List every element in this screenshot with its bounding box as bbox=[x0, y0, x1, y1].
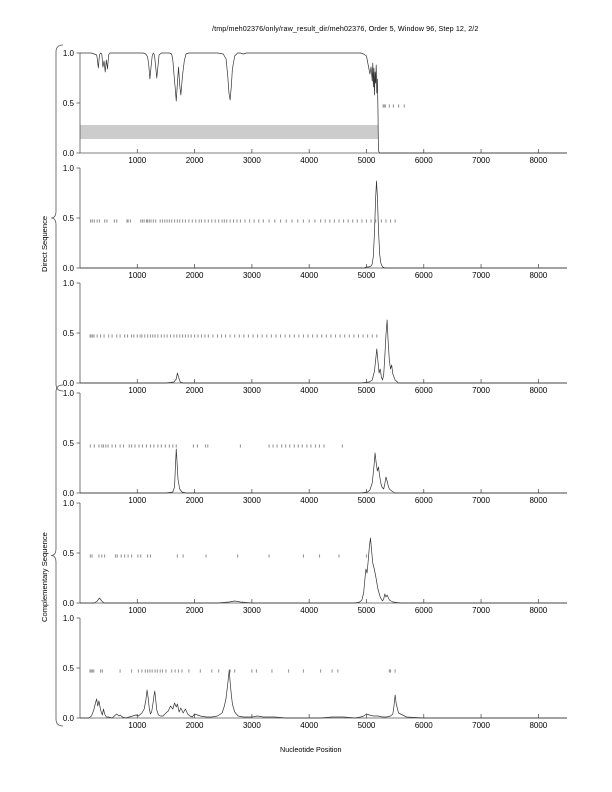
group-brace bbox=[51, 44, 64, 392]
x-tick-label: 1000 bbox=[128, 156, 146, 165]
x-tick-label: 4000 bbox=[300, 156, 318, 165]
x-tick-label: 1000 bbox=[128, 606, 146, 615]
y-axis-label-direct-sequence: Direct Sequence bbox=[40, 215, 49, 272]
x-tick-label: 2000 bbox=[186, 496, 204, 505]
y-tick-label: 0.0 bbox=[63, 714, 75, 723]
y-tick-label: 0.0 bbox=[63, 599, 75, 608]
x-tick-label: 7000 bbox=[472, 721, 490, 730]
x-axis-label: Nucleotide Position bbox=[280, 745, 342, 754]
y-tick-label: 0.5 bbox=[63, 439, 75, 448]
x-tick-label: 6000 bbox=[415, 496, 433, 505]
series-line-probability bbox=[80, 319, 567, 384]
y-tick-label: 0.5 bbox=[63, 99, 75, 108]
x-tick-label: 3000 bbox=[243, 386, 261, 395]
y-tick-label: 1.0 bbox=[63, 279, 75, 288]
y-tick-label: 0.0 bbox=[63, 149, 75, 158]
x-tick-label: 6000 bbox=[415, 721, 433, 730]
series-line-probability bbox=[80, 669, 567, 719]
x-tick-label: 2000 bbox=[186, 156, 204, 165]
series-line-probability bbox=[80, 180, 567, 269]
x-tick-label: 4000 bbox=[300, 386, 318, 395]
x-tick-label: 2000 bbox=[186, 606, 204, 615]
x-tick-label: 5000 bbox=[358, 386, 376, 395]
x-tick-label: 3000 bbox=[243, 606, 261, 615]
y-tick-label: 0.0 bbox=[63, 489, 75, 498]
x-tick-label: 4000 bbox=[300, 271, 318, 280]
y-tick-label: 0.5 bbox=[63, 214, 75, 223]
series-line-probability bbox=[80, 52, 567, 154]
x-tick-label: 2000 bbox=[186, 721, 204, 730]
x-tick-label: 8000 bbox=[529, 496, 547, 505]
x-tick-label: 3000 bbox=[243, 271, 261, 280]
shaded-band bbox=[80, 125, 379, 139]
x-tick-label: 5000 bbox=[358, 496, 376, 505]
x-tick-label: 6000 bbox=[415, 156, 433, 165]
x-tick-label: 8000 bbox=[529, 156, 547, 165]
x-tick-label: 8000 bbox=[529, 606, 547, 615]
x-tick-label: 7000 bbox=[472, 496, 490, 505]
x-tick-label: 4000 bbox=[300, 606, 318, 615]
y-tick-label: 0.0 bbox=[63, 379, 75, 388]
y-tick-label: 0.0 bbox=[63, 264, 75, 273]
x-tick-label: 3000 bbox=[243, 496, 261, 505]
panel-1: 0.0 0.5 1.0 1000 2000 3000 4000 5000 6000 7000 800… bbox=[63, 49, 567, 165]
y-tick-label: 0.5 bbox=[63, 329, 75, 338]
panel-4: 0.0 0.5 1.0 1000 2000 3000 4000 5000 6000 7000 800… bbox=[63, 389, 567, 505]
x-tick-label: 4000 bbox=[300, 496, 318, 505]
x-tick-label: 7000 bbox=[472, 156, 490, 165]
x-tick-label: 7000 bbox=[472, 386, 490, 395]
x-tick-label: 6000 bbox=[415, 386, 433, 395]
x-tick-label: 2000 bbox=[186, 271, 204, 280]
y-tick-label: 1.0 bbox=[63, 614, 75, 623]
panel-5: 0.0 0.5 1.0 1000 2000 3000 4000 5000 6000 7000 800… bbox=[63, 499, 567, 615]
y-tick-label: 1.0 bbox=[63, 49, 75, 58]
x-tick-label: 3000 bbox=[243, 721, 261, 730]
x-tick-label: 6000 bbox=[415, 271, 433, 280]
x-tick-label: 5000 bbox=[358, 606, 376, 615]
x-tick-label: 1000 bbox=[128, 496, 146, 505]
panel-2: 0.0 0.5 1.0 1000 2000 3000 4000 5000 6000 7000 800… bbox=[63, 164, 567, 280]
x-tick-label: 3000 bbox=[243, 156, 261, 165]
y-tick-label: 1.0 bbox=[63, 499, 75, 508]
x-tick-label: 8000 bbox=[529, 386, 547, 395]
panel-6: 0.0 0.5 1.0 1000 2000 3000 4000 5000 6000 7000 800… bbox=[63, 614, 567, 730]
x-tick-label: 5000 bbox=[358, 156, 376, 165]
y-tick-label: 1.0 bbox=[63, 164, 75, 173]
x-tick-label: 6000 bbox=[415, 606, 433, 615]
x-tick-label: 8000 bbox=[529, 271, 547, 280]
y-axis-label-complementary-sequence: Complementary Sequence bbox=[40, 532, 49, 622]
x-tick-label: 7000 bbox=[472, 271, 490, 280]
x-tick-label: 1000 bbox=[128, 271, 146, 280]
x-tick-label: 2000 bbox=[186, 386, 204, 395]
x-tick-label: 7000 bbox=[472, 606, 490, 615]
figure-title: /tmp/meh02376/only/raw_result_dir/meh023… bbox=[212, 24, 479, 33]
x-tick-label: 4000 bbox=[300, 721, 318, 730]
group-brace bbox=[51, 384, 64, 727]
y-tick-label: 1.0 bbox=[63, 389, 75, 398]
series-line-probability bbox=[80, 448, 567, 494]
y-tick-label: 0.5 bbox=[63, 664, 75, 673]
panel-3: 0.0 0.5 1.0 1000 2000 3000 4000 5000 6000 7000 800… bbox=[63, 279, 567, 395]
x-tick-label: 1000 bbox=[128, 386, 146, 395]
x-tick-label: 5000 bbox=[358, 271, 376, 280]
x-tick-label: 8000 bbox=[529, 721, 547, 730]
series-line-probability bbox=[80, 537, 567, 604]
y-tick-label: 0.5 bbox=[63, 549, 75, 558]
x-tick-label: 1000 bbox=[128, 721, 146, 730]
x-tick-label: 5000 bbox=[358, 721, 376, 730]
